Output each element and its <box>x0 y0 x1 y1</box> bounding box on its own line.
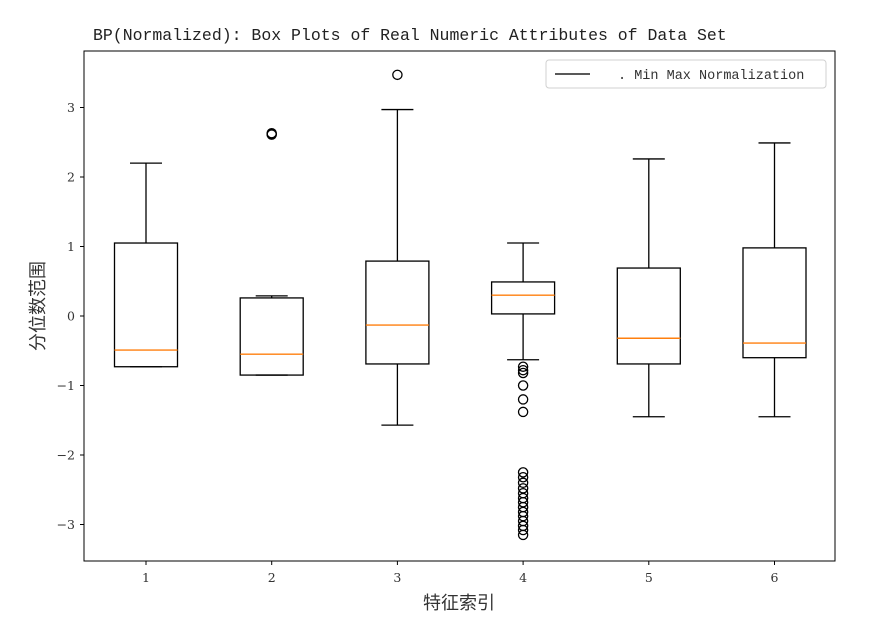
iqr-box <box>742 247 807 359</box>
x-tick-label: 1 <box>142 570 150 585</box>
x-tick-label: 4 <box>519 570 527 585</box>
y-tick-label: 2 <box>67 170 75 185</box>
legend-box <box>545 59 827 89</box>
y-axis-label: 分位数范围 <box>28 261 49 351</box>
outlier-marker <box>517 380 529 391</box>
legend-entry-label: . Min Max Normalization <box>618 69 804 84</box>
iqr-box <box>490 281 556 315</box>
x-tick-label: 5 <box>645 570 653 585</box>
outlier-marker <box>517 471 529 483</box>
x-axis: 1 2 3 4 5 6 <box>142 561 779 585</box>
y-tick-label: 3 <box>67 100 75 115</box>
iqr-box <box>365 260 430 365</box>
x-tick-label: 2 <box>268 570 276 585</box>
outlier-marker <box>517 524 529 536</box>
box-5 <box>616 158 681 418</box>
outlier-marker <box>517 467 529 478</box>
y-tick-label: −2 <box>57 448 75 463</box>
outlier-marker <box>266 127 277 139</box>
outlier-marker <box>517 406 529 418</box>
plot-area <box>113 69 807 541</box>
outlier-marker <box>517 364 529 376</box>
y-tick-label: 1 <box>67 239 75 254</box>
iqr-box <box>239 297 304 376</box>
outlier-marker <box>517 367 529 379</box>
outlier-marker <box>517 361 529 372</box>
legend: . Min Max Normalization <box>545 59 827 89</box>
x-axis-label: 特征索引 <box>423 593 495 614</box>
outlier-marker <box>517 394 529 405</box>
box-1 <box>113 162 179 368</box>
y-tick-label: −1 <box>57 378 75 393</box>
box-6 <box>742 142 807 418</box>
x-tick-label: 3 <box>393 570 401 585</box>
chart-title: BP(Normalized): Box Plots of Real Numeri… <box>93 26 727 45</box>
outlier-marker <box>517 477 529 489</box>
outlier-marker <box>392 69 403 81</box>
iqr-box <box>113 242 179 368</box>
box-4 <box>490 242 556 541</box>
y-tick-label: −3 <box>57 517 75 532</box>
y-axis: −3 −2 −1 0 1 2 3 <box>57 100 84 532</box>
x-tick-label: 6 <box>771 570 779 585</box>
y-tick-label: 0 <box>67 309 75 324</box>
outlier-marker <box>517 529 529 541</box>
box-2 <box>239 127 304 376</box>
box-3 <box>365 69 430 426</box>
iqr-box <box>616 267 681 365</box>
axes-frame <box>83 50 836 562</box>
